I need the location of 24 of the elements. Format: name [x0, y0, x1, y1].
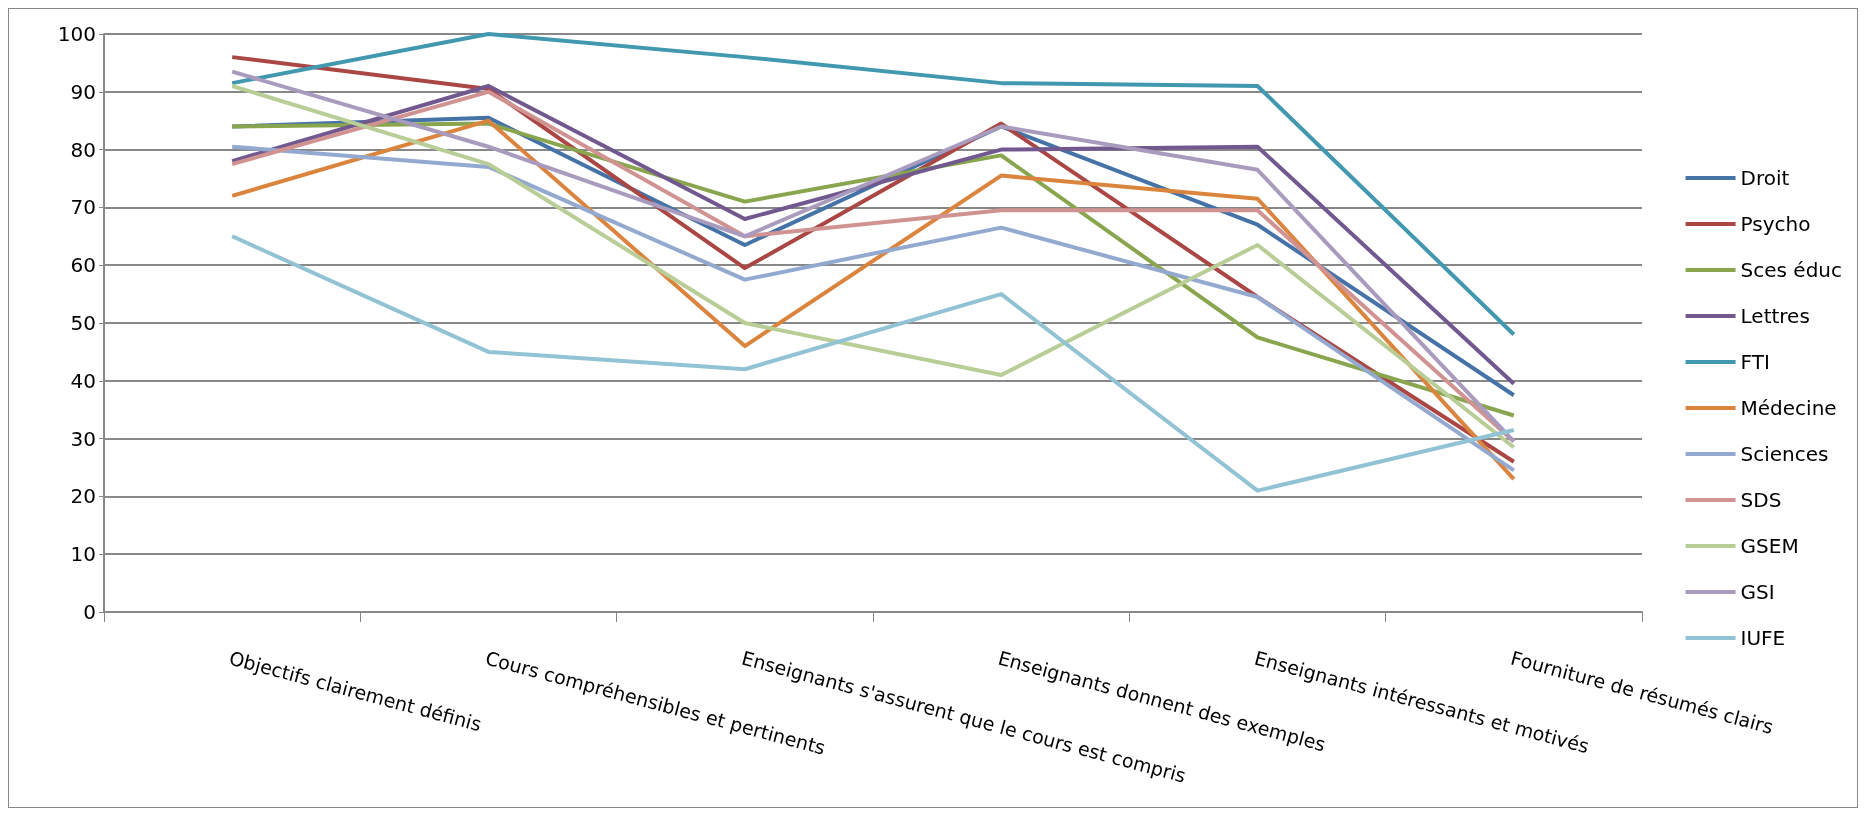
legend-label: GSEM — [1740, 534, 1799, 558]
legend-label: SDS — [1740, 488, 1782, 512]
legend-label: Psycho — [1740, 212, 1811, 236]
legend-label: IUFE — [1740, 626, 1786, 650]
line-series — [230, 234, 1516, 493]
legend-label: Droit — [1740, 166, 1790, 190]
legend-label: FTI — [1740, 350, 1770, 374]
y-tick-label: 70 — [70, 195, 96, 220]
y-tick-label: 50 — [70, 311, 96, 335]
legend-label: Sciences — [1740, 442, 1829, 466]
y-tick-label: 80 — [70, 137, 96, 162]
y-tick-label: 100 — [57, 22, 96, 46]
y-tick-label: 10 — [70, 542, 96, 567]
y-tick-label: 90 — [70, 79, 96, 104]
y-tick-label: 0 — [83, 600, 96, 624]
line-series — [230, 32, 1516, 337]
legend-label: Sces éduc — [1740, 258, 1843, 282]
y-tick-label: 60 — [70, 253, 96, 278]
legend-label: Médecine — [1740, 396, 1837, 420]
y-tick-label: 20 — [70, 484, 96, 509]
y-tick-label: 40 — [70, 368, 96, 393]
legend-label: Lettres — [1740, 304, 1810, 328]
legend-label: GSI — [1740, 580, 1775, 604]
y-tick-label: 30 — [70, 426, 96, 451]
